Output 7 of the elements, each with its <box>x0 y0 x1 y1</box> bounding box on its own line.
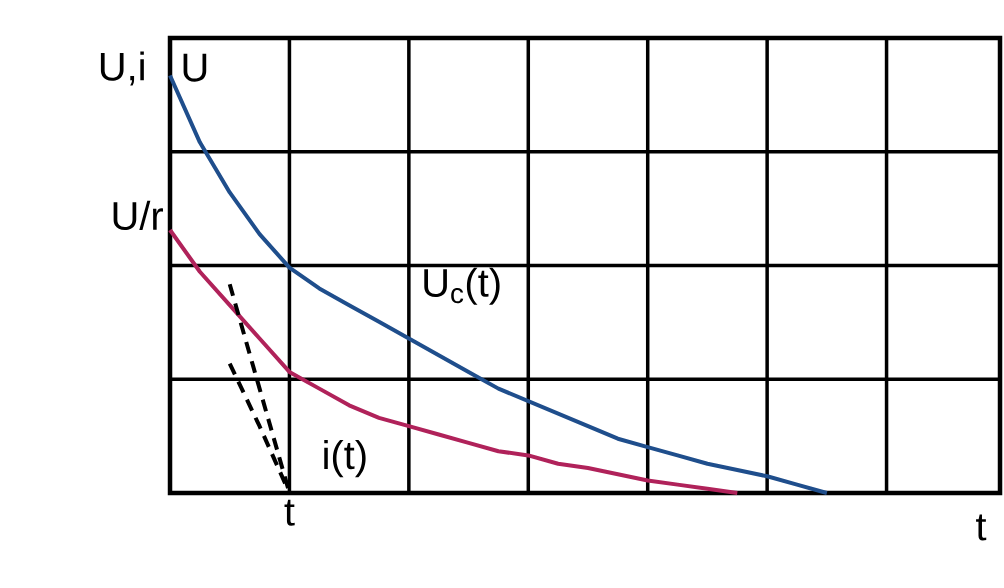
annotation: U$_{c}$(t) <box>424 267 500 305</box>
y-axis-title: U,i <box>100 51 144 86</box>
annotation: i(t) <box>324 440 366 478</box>
x-axis-title: t <box>976 514 987 541</box>
annotation: U <box>183 53 207 82</box>
annotation: U/r <box>113 200 163 231</box>
text: t <box>284 499 295 526</box>
